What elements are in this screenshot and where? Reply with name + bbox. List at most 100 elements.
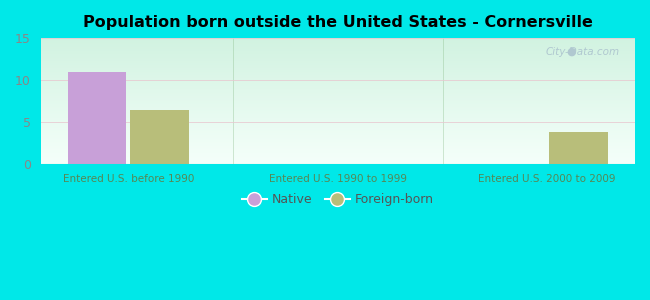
Bar	[40, 105, 635, 106]
Bar	[40, 134, 635, 135]
Bar	[40, 132, 635, 133]
Bar	[40, 55, 635, 56]
Bar	[40, 75, 635, 76]
Bar	[40, 151, 635, 152]
Bar	[40, 96, 635, 97]
Bar	[40, 159, 635, 160]
Bar	[40, 54, 635, 55]
Bar	[40, 152, 635, 153]
Bar	[40, 108, 635, 109]
Bar	[40, 147, 635, 148]
Bar	[40, 156, 635, 157]
Bar	[40, 109, 635, 110]
Bar	[40, 141, 635, 142]
Bar	[40, 53, 635, 54]
Bar	[40, 67, 635, 68]
Bar	[40, 44, 635, 45]
Bar	[40, 130, 635, 131]
Bar	[40, 144, 635, 145]
Bar	[40, 148, 635, 149]
Bar	[40, 68, 635, 69]
Bar	[40, 162, 635, 163]
Bar	[40, 38, 635, 39]
Bar	[40, 135, 635, 136]
Bar	[40, 57, 635, 58]
Bar	[40, 127, 635, 128]
Bar	[40, 58, 635, 59]
Bar	[40, 129, 635, 130]
Bar	[40, 97, 635, 98]
Bar	[40, 65, 635, 66]
Bar	[40, 60, 635, 61]
Bar	[40, 122, 635, 123]
Bar	[40, 161, 635, 162]
Bar	[40, 115, 635, 116]
Bar	[40, 155, 635, 156]
Bar	[40, 118, 635, 119]
Bar	[40, 69, 635, 70]
Bar	[40, 84, 635, 85]
Bar	[40, 78, 635, 79]
Bar	[40, 74, 635, 75]
Bar	[40, 133, 635, 134]
Bar	[40, 77, 635, 78]
Bar	[40, 163, 635, 164]
Bar	[40, 45, 635, 46]
Bar	[40, 76, 635, 77]
Bar	[40, 42, 635, 43]
Bar	[40, 59, 635, 60]
Bar	[40, 62, 635, 63]
Bar	[40, 104, 635, 105]
Bar	[40, 49, 635, 50]
Bar	[40, 157, 635, 158]
Bar	[40, 50, 635, 51]
Bar	[40, 51, 635, 52]
Bar	[549, 132, 608, 164]
Bar	[40, 61, 635, 62]
Bar	[40, 125, 635, 126]
Bar	[40, 123, 635, 124]
Bar	[40, 71, 635, 72]
Bar	[40, 40, 635, 41]
Bar	[40, 114, 635, 115]
Bar	[40, 100, 635, 101]
Bar	[68, 72, 126, 164]
Bar	[40, 80, 635, 81]
Bar	[40, 136, 635, 137]
Bar	[40, 46, 635, 47]
Bar	[40, 117, 635, 118]
Bar	[40, 94, 635, 95]
Bar	[40, 116, 635, 117]
Bar	[40, 119, 635, 120]
Bar	[40, 140, 635, 141]
Bar	[40, 126, 635, 127]
Legend: Native, Foreign-born: Native, Foreign-born	[237, 188, 439, 211]
Bar	[40, 39, 635, 40]
Bar	[40, 48, 635, 49]
Bar	[40, 112, 635, 113]
Bar	[40, 111, 635, 112]
Bar	[40, 72, 635, 73]
Bar	[40, 145, 635, 146]
Bar	[40, 64, 635, 65]
Bar	[40, 81, 635, 82]
Bar	[40, 142, 635, 143]
Bar	[40, 88, 635, 89]
Bar	[40, 107, 635, 108]
Bar	[40, 47, 635, 48]
Bar	[40, 70, 635, 71]
Bar	[40, 40, 635, 41]
Bar	[40, 146, 635, 147]
Bar	[40, 91, 635, 92]
Bar	[40, 153, 635, 154]
Bar	[40, 79, 635, 80]
Bar	[40, 103, 635, 104]
Bar	[40, 138, 635, 139]
Bar	[40, 160, 635, 161]
Bar	[40, 66, 635, 67]
Bar	[40, 43, 635, 44]
Bar	[40, 110, 635, 111]
Bar	[40, 83, 635, 84]
Bar	[40, 90, 635, 91]
Bar	[40, 99, 635, 100]
